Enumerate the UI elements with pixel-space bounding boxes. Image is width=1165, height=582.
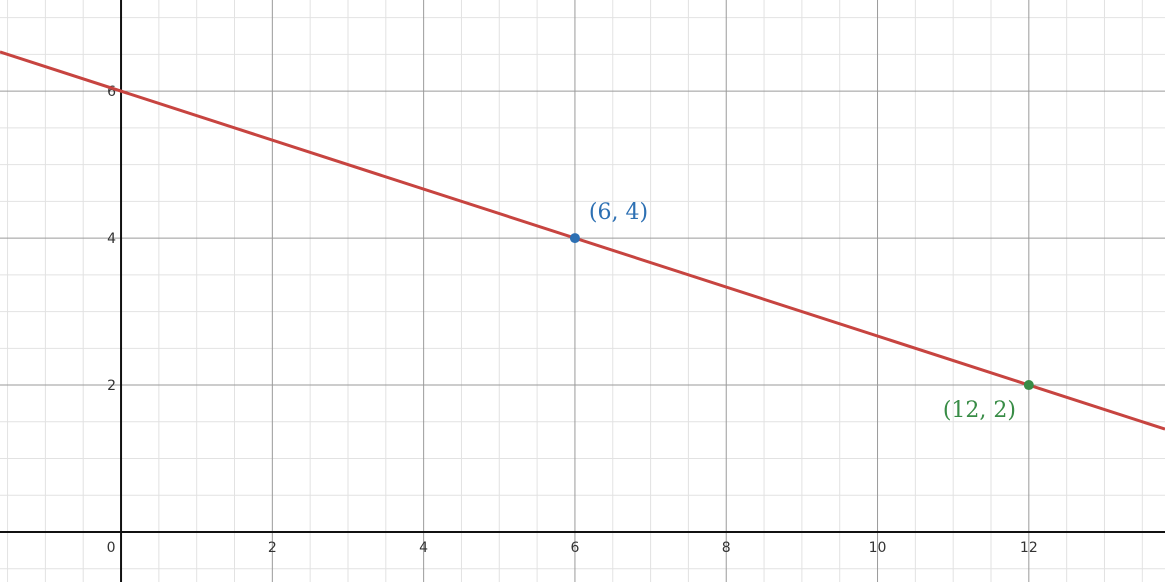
data-point-label: (6, 4) [589,200,648,225]
series-lines [0,50,1165,431]
y-tick-label: 6 [107,84,116,100]
x-tick-label: 4 [419,540,428,556]
y-tick-label: 2 [107,378,116,394]
data-point [1023,380,1034,391]
x-tick-label: 0 [107,540,116,556]
x-tick-label: 2 [268,540,277,556]
data-point-label: (12, 2) [943,398,1016,423]
x-tick-label: 12 [1020,540,1038,556]
tick-labels: 0 2 4 6 8 10 12 2 4 6 [107,84,1038,556]
x-tick-label: 6 [570,540,579,556]
x-tick-label: 8 [722,540,731,556]
data-point [569,233,580,244]
points: (6, 4) (12, 2) [569,200,1034,423]
series-line [0,50,1165,431]
y-tick-label: 4 [107,231,116,247]
x-tick-label: 10 [869,540,887,556]
